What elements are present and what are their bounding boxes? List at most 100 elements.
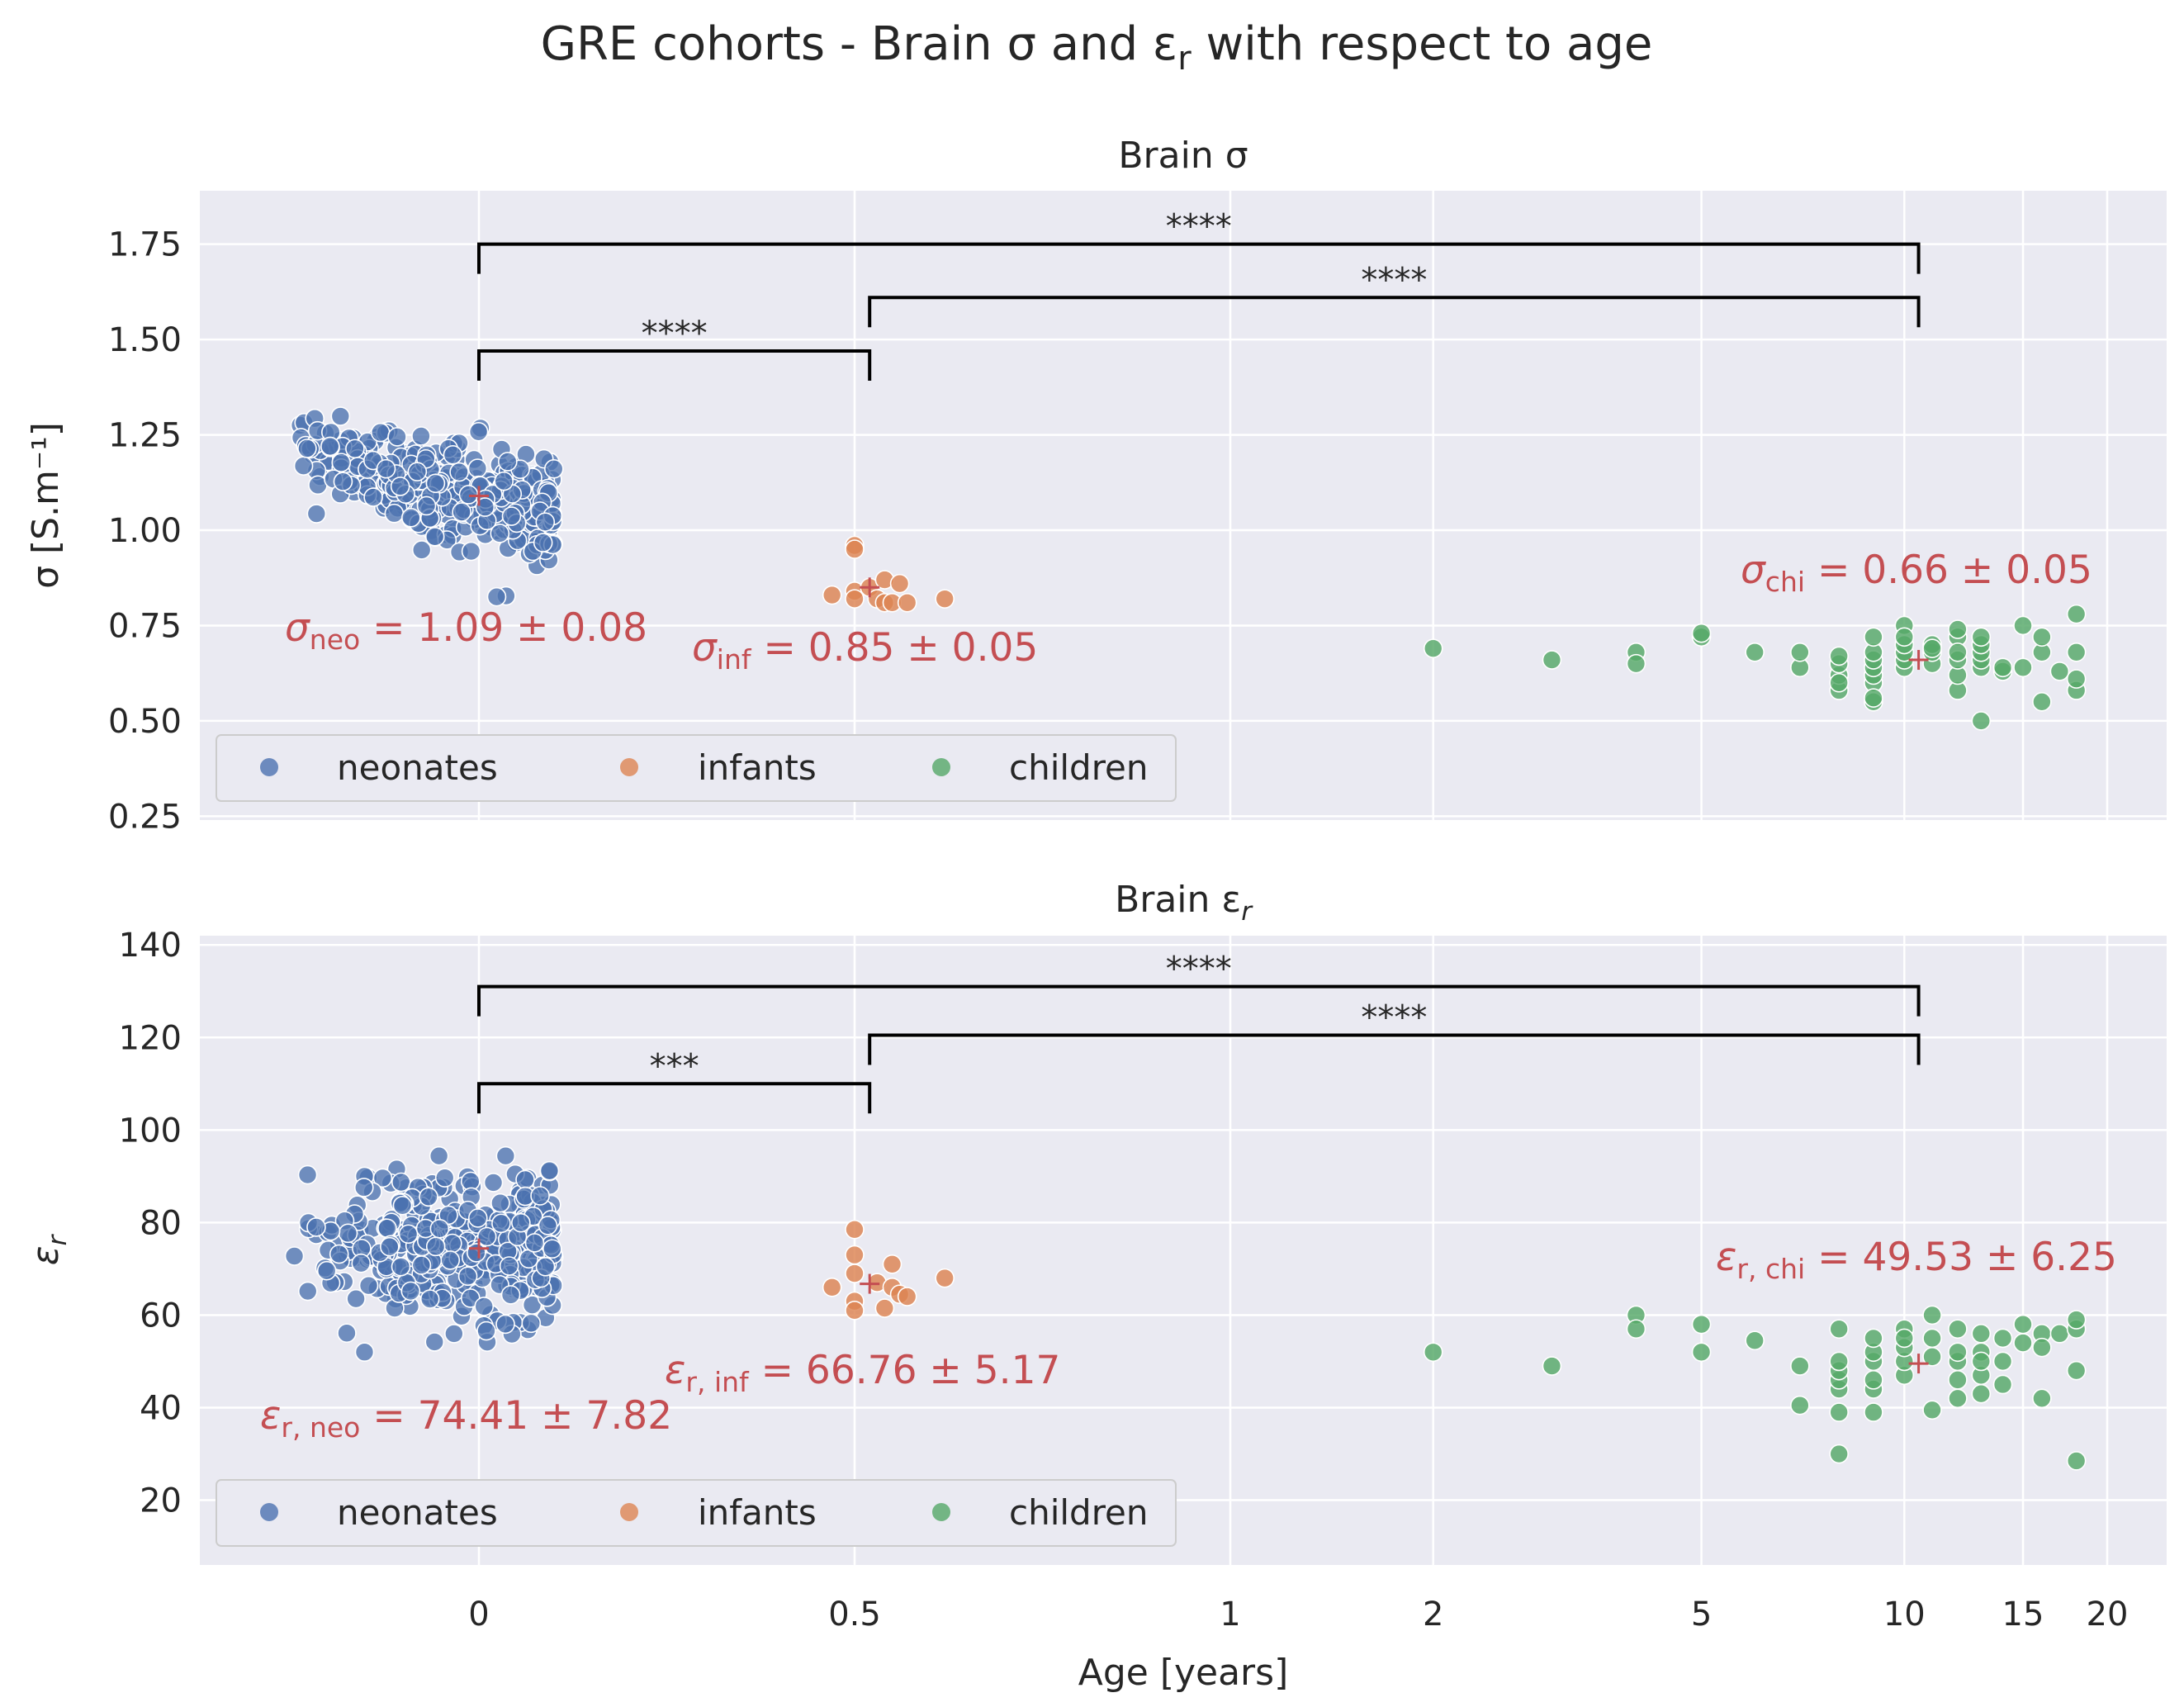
epsilon-legend: neonates infants children [216,1479,1177,1547]
neonates-point [358,1275,379,1296]
significance-label: **** [1361,998,1427,1036]
neonates-point [498,452,518,472]
neonates-point [544,459,564,479]
neonates-point [440,1250,461,1270]
infants-point [882,1254,902,1274]
x-tick-label: 10 [1883,1596,1926,1634]
neonates-point [444,1324,464,1344]
neonates-point [337,1323,357,1344]
children-point [1971,1324,1992,1344]
children-point [1894,627,1915,647]
figure-title: GRE cohorts - Brain σ and εr with respec… [541,17,1653,78]
children-point [1864,1370,1883,1390]
neonates-point [411,540,432,560]
neonates-point [353,1178,374,1197]
legend-label-children: children [1009,1492,1149,1533]
children-point [1948,1342,1968,1363]
children-point [1829,1402,1849,1422]
legend-label-infants: infants [698,747,817,788]
children-point [1423,638,1443,658]
epsilon-significance-brackets: *********** [477,951,1921,1114]
significance-label: **** [1361,261,1427,299]
neonates-point [306,1217,326,1237]
neonates-point [424,526,445,547]
sigma-inf-annotation: σinf = 0.85 ± 0.05 [692,625,1038,676]
children-point [1626,653,1646,674]
children-point [2049,661,2070,681]
neonates-point [338,1223,358,1244]
neonates-point [468,421,489,442]
epsilon-panel-title: Brain εr [1115,879,1253,927]
legend-label-infants: infants [698,1492,817,1533]
children-point [2066,1451,2087,1471]
children-point [1829,1444,1849,1464]
neonates-point [372,1168,393,1188]
x-tick-label: 2 [1423,1596,1443,1634]
children-point [2013,657,2033,678]
children-point [2013,1333,2033,1353]
children-point [1864,1328,1883,1349]
significance-label: **** [1166,951,1232,989]
infants-point [897,1287,917,1306]
epsilon-legend-frame [216,1479,1177,1547]
sigma-y-tick-label: 1.00 [108,512,182,550]
children-point [1948,619,1968,639]
children-point [1691,623,1712,643]
neonates-point [524,1233,545,1253]
neonates-point [449,462,469,482]
sigma-y-tick-label: 1.75 [108,226,182,264]
neonates-point [380,1236,400,1257]
children-point [1829,1351,1849,1372]
neonates-point [293,456,314,477]
neonates-point [521,1313,542,1334]
legend-label-neonates: neonates [337,1492,498,1533]
children-point [1864,1402,1883,1422]
children-point [1691,1314,1712,1335]
epsilon-y-tick-labels: 20 40 60 80 100 120 140 [119,927,182,1520]
children-point [1423,1342,1443,1363]
neonates-point [387,427,407,447]
neonates-point [443,445,463,465]
infants-point [845,1219,865,1240]
legend-marker-infants [620,758,638,776]
children-point [1790,1356,1810,1376]
neonates-point [491,1213,511,1234]
neonates-point [467,458,488,478]
neonates-point [346,1288,366,1309]
children-point [2013,1314,2033,1335]
children-point [2066,1310,2087,1330]
neonates-point [411,426,431,446]
neonates-point [535,512,556,532]
significance-label: **** [1166,208,1232,246]
x-tick-label: 0.5 [828,1596,881,1634]
neonates-point [351,1253,372,1273]
x-tick-labels: 0 0.5 1 2 5 10 15 20 [468,1596,2128,1634]
infants-point [845,1264,865,1283]
neonates-point [501,506,522,526]
neonates-point [511,1212,531,1233]
neonates-point [425,473,446,494]
children-point [1864,627,1883,647]
neonates-point [535,1257,556,1277]
epsilon-neonates-points [284,1145,564,1363]
significance-bracket: **** [477,315,872,381]
neonates-point [398,1224,419,1245]
neonates-point [392,1195,413,1216]
neonates-point [542,1239,562,1259]
sigma-y-tick-label: 0.75 [108,607,182,645]
neonates-point [476,1226,497,1247]
epsilon-y-axis-label: εr [25,1233,73,1265]
children-point [1992,1351,2013,1372]
neonates-point [474,1297,495,1316]
children-point [1948,1370,1968,1390]
epsilon-chi-annotation: εr, chi = 49.53 ± 6.25 [1716,1235,2117,1285]
neonates-point [354,1342,375,1363]
neonates-point [297,439,317,458]
neonates-point [539,1160,560,1181]
neonates-point [434,1168,455,1188]
neonates-point [486,586,507,607]
infants-point [845,589,865,609]
significance-label: *** [650,1047,699,1085]
children-point [2032,627,2052,647]
